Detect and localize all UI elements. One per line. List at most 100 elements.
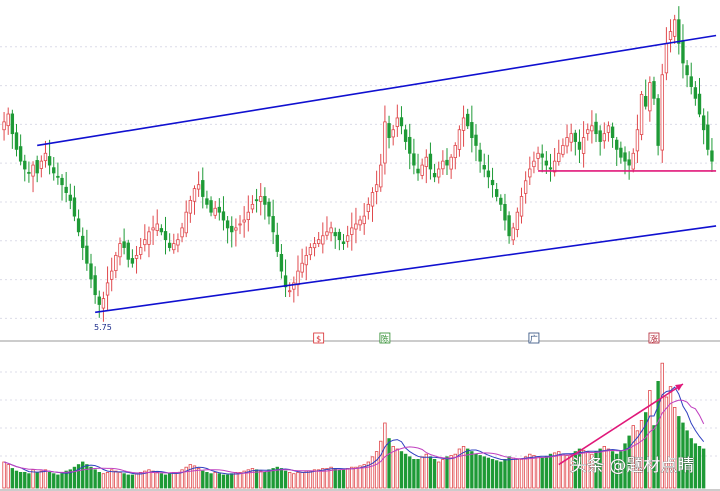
candle-body — [366, 203, 371, 212]
volume-bar — [246, 469, 250, 489]
candlestick-series — [2, 6, 714, 322]
volume-bar — [2, 461, 6, 489]
candle-body — [623, 152, 627, 162]
volume-bar — [151, 470, 155, 489]
volume-bars — [2, 362, 706, 489]
volume-bar — [528, 453, 532, 489]
volume-bar — [60, 473, 64, 489]
candle-body — [615, 139, 619, 150]
candle-body — [499, 197, 503, 205]
candle-body — [453, 145, 457, 159]
volume-bar — [267, 469, 271, 489]
volume-bar — [81, 461, 85, 489]
volume-bar — [101, 473, 106, 489]
volume-bar — [329, 466, 333, 489]
candle-body — [668, 31, 673, 40]
volume-bar — [147, 469, 151, 489]
channel-lower-line — [95, 225, 717, 314]
volume-ma-10-line — [3, 399, 705, 474]
volume-bar — [532, 455, 536, 489]
candle-body — [259, 196, 263, 202]
candle-body — [217, 206, 222, 213]
volume-bar — [188, 464, 193, 489]
candle-body — [391, 129, 395, 138]
trendlines — [37, 34, 717, 466]
candle-body — [89, 263, 93, 280]
volume-bar — [379, 440, 383, 489]
volume-bar — [536, 456, 540, 489]
volume-bar — [474, 453, 478, 489]
candle-body — [192, 188, 197, 202]
candle-body — [370, 192, 375, 207]
volume-bar — [652, 425, 656, 489]
candle-body — [122, 241, 126, 248]
candle-body — [155, 223, 159, 231]
candle-body — [362, 215, 366, 225]
candle-body — [126, 242, 130, 260]
low-price-label: 5.75 — [94, 323, 112, 332]
candle-body — [395, 117, 400, 127]
volume-bar — [56, 474, 60, 489]
volume-bar — [279, 468, 284, 489]
volume-bar — [507, 456, 511, 489]
volume-bar — [283, 470, 288, 489]
candle-body — [594, 121, 598, 135]
candle-body — [254, 199, 259, 202]
volume-bar — [639, 419, 644, 489]
candle-body — [138, 247, 143, 255]
candle-body — [706, 124, 710, 150]
volume-bar — [602, 445, 606, 489]
volume-bar — [701, 448, 706, 489]
volume-bar — [461, 445, 466, 489]
candle-body — [81, 235, 85, 248]
candle-body — [598, 130, 602, 142]
volume-bar — [557, 451, 561, 489]
candle-body — [333, 232, 337, 237]
candle-body — [478, 149, 482, 162]
candle-body — [27, 171, 31, 174]
candle-body — [441, 160, 445, 170]
candle-body — [167, 242, 172, 248]
volume-bar — [424, 453, 428, 489]
volume-bar — [627, 435, 631, 489]
candle-body — [606, 125, 611, 133]
candle-body — [590, 125, 594, 132]
candle-body — [316, 239, 321, 244]
volume-bar — [590, 453, 594, 489]
volume-bar — [494, 460, 499, 489]
volume-bar — [337, 469, 342, 489]
volume-bar — [221, 474, 226, 489]
volume-bar — [304, 470, 308, 489]
volume-bar — [316, 469, 321, 489]
event-marker-label: 广 — [530, 334, 538, 344]
volume-bar — [668, 386, 673, 489]
candle-body — [325, 231, 329, 236]
volume-bar — [399, 451, 404, 489]
volume-bar — [598, 448, 602, 489]
volume-bar — [155, 471, 159, 489]
event-marker-label: 涨 — [650, 334, 658, 344]
candle-body — [47, 156, 52, 166]
volume-bar — [697, 445, 702, 489]
volume-bar — [10, 468, 15, 489]
candle-body — [424, 156, 428, 167]
volume-bar — [6, 464, 10, 489]
candle-body — [147, 231, 151, 245]
candle-body — [586, 129, 590, 134]
candle-body — [2, 121, 6, 131]
volume-bar — [39, 470, 44, 489]
volume-bar — [126, 474, 130, 489]
candle-body — [416, 168, 420, 174]
volume-bar — [648, 390, 652, 489]
candle-body — [403, 129, 408, 142]
volume-bar — [681, 422, 685, 489]
volume-bar — [366, 461, 371, 489]
volume-bar — [449, 455, 453, 489]
volume-bar — [606, 448, 611, 489]
volume-bar — [519, 458, 524, 489]
candle-body — [246, 211, 250, 221]
candle-body — [105, 282, 110, 296]
candle-body — [697, 93, 702, 115]
candle-body — [321, 235, 325, 245]
volume-bar — [31, 469, 35, 489]
